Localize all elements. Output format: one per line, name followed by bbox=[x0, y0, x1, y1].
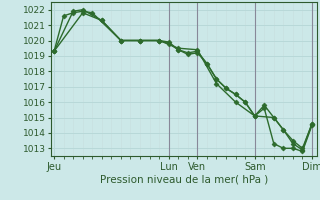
X-axis label: Pression niveau de la mer( hPa ): Pression niveau de la mer( hPa ) bbox=[100, 174, 268, 184]
